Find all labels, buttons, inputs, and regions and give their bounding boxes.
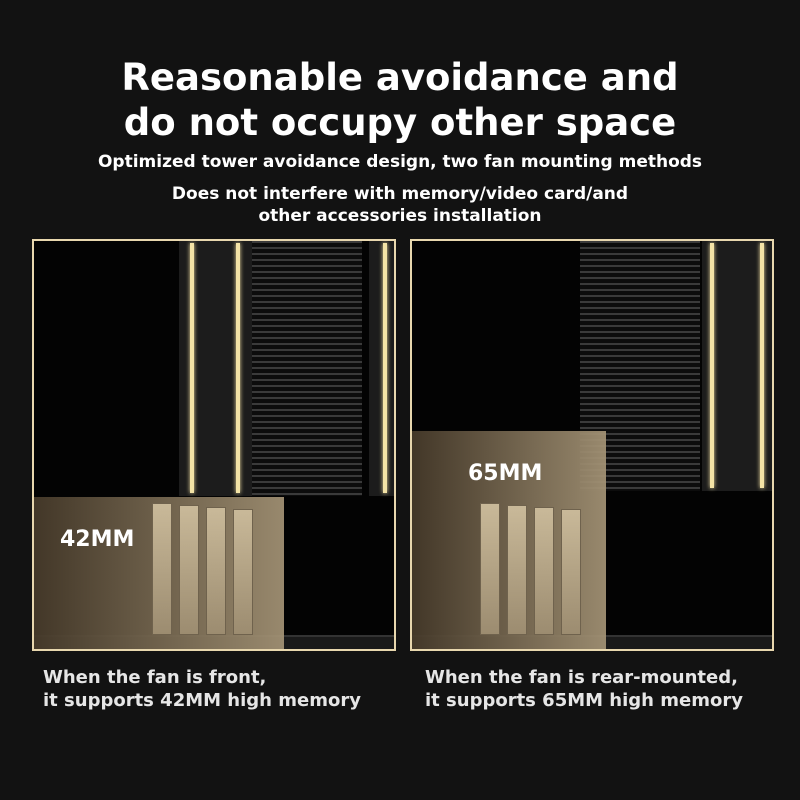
fan-light-strip xyxy=(383,243,387,493)
memory-module xyxy=(507,505,527,635)
front-caption: When the fan is front, it supports 42MM … xyxy=(43,666,361,712)
memory-module xyxy=(179,505,199,635)
memory-module xyxy=(233,509,253,635)
rear-fan-frame xyxy=(369,241,394,496)
subtitle: Optimized tower avoidance design, two fa… xyxy=(97,152,703,172)
rear-caption: When the fan is rear-mounted, it support… xyxy=(425,666,743,712)
memory-module xyxy=(152,503,172,635)
memory-module xyxy=(561,509,581,635)
headline: Reasonable avoidance and do not occupy o… xyxy=(0,55,800,145)
fan-light-strip xyxy=(710,243,714,488)
heatsink-fins xyxy=(252,241,362,496)
caption-line-1: When the fan is front, xyxy=(43,667,267,688)
rear-fan-illustration: 65MM xyxy=(410,239,774,651)
caption-line-2: it supports 65MM high memory xyxy=(425,690,743,711)
memory-module xyxy=(534,507,554,635)
memory-module xyxy=(480,503,500,635)
height-label: 65MM xyxy=(468,461,543,486)
headline-line-2: do not occupy other space xyxy=(123,101,677,144)
description-line-1: Does not interfere with memory/video car… xyxy=(171,184,629,204)
fan-light-strip xyxy=(236,243,240,493)
fan-light-strip xyxy=(760,243,764,488)
caption-line-1: When the fan is rear-mounted, xyxy=(425,667,738,688)
fan-light-strip xyxy=(190,243,194,493)
front-fan-illustration: 42MM xyxy=(32,239,396,651)
clearance-zone: 65MM xyxy=(412,431,606,649)
headline-line-1: Reasonable avoidance and xyxy=(121,56,679,99)
clearance-zone: 42MM xyxy=(34,497,284,649)
caption-line-2: it supports 42MM high memory xyxy=(43,690,361,711)
height-label: 42MM xyxy=(60,527,135,552)
memory-module xyxy=(206,507,226,635)
description-line-2: other accessories installation xyxy=(258,206,542,226)
